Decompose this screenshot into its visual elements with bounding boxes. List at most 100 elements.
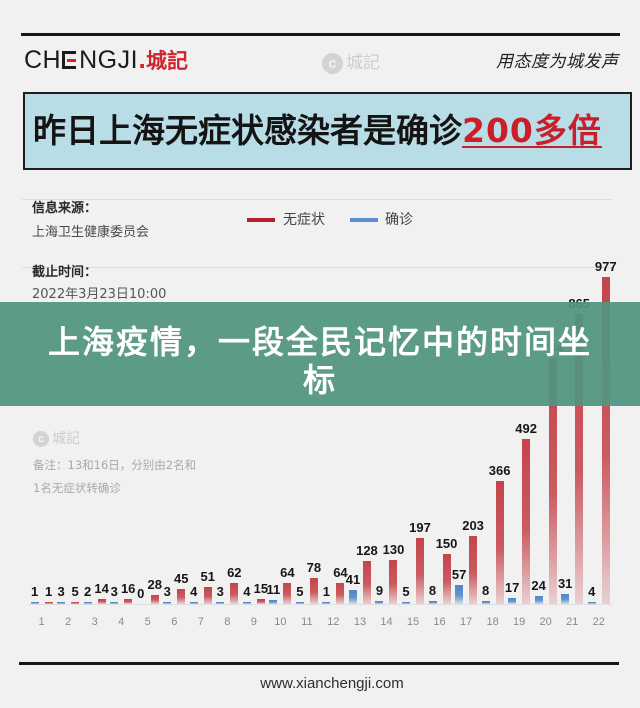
bar-asymptomatic (522, 439, 531, 604)
bar-asymptomatic (309, 577, 318, 604)
article-title: 上海疫情，一段全民记忆中的时间坐标 (47, 323, 592, 399)
x-tick-label: 16 (433, 616, 446, 628)
bar-value-label-asymptomatic: 28 (147, 576, 162, 592)
chart-watermark-c-icon: c (33, 431, 49, 447)
x-tick-label: 4 (118, 616, 125, 628)
bar-confirmed (110, 602, 119, 604)
x-tick-label: 6 (171, 616, 178, 628)
bar-confirmed (402, 602, 411, 604)
x-tick-label: 21 (566, 616, 579, 628)
header-watermark: c 城記 (322, 52, 380, 74)
cutoff-value: 2022年3月23日10:00 (32, 287, 167, 302)
bar-confirmed (322, 602, 331, 604)
bar-asymptomatic (495, 481, 504, 604)
x-tick-label: 17 (459, 616, 473, 628)
bar-value-label-asymptomatic: 130 (382, 542, 405, 558)
x-tick-label: 12 (327, 616, 340, 628)
bar-value-label-confirmed: 24 (531, 577, 546, 593)
logo-dot: . (138, 49, 147, 73)
bar-asymptomatic (71, 602, 80, 604)
bar-value-label-confirmed: 3 (57, 584, 65, 599)
bar-asymptomatic (575, 314, 584, 604)
bar-asymptomatic (150, 594, 159, 604)
bar-confirmed (83, 602, 92, 604)
x-tick-label: 20 (539, 616, 552, 628)
bar-confirmed (163, 602, 172, 604)
bar-value-label-asymptomatic: 366 (488, 463, 511, 479)
bar-asymptomatic (548, 358, 557, 604)
bar-value-label-confirmed: 31 (557, 575, 573, 591)
headline-text: 昨日上海无症状感染者是确诊 (33, 111, 462, 150)
bar-asymptomatic (230, 583, 239, 604)
bar-confirmed (455, 584, 464, 604)
headline-highlight: 200多倍 (462, 111, 602, 150)
x-tick-label: 5 (144, 616, 151, 628)
footer-url: www.xianchengji.com (260, 675, 404, 692)
x-tick-label: 8 (224, 616, 231, 628)
bar-confirmed (534, 595, 543, 604)
legend-label-asymptomatic: 无症状 (283, 212, 325, 228)
source-value: 上海卫生健康委员会 (32, 225, 150, 240)
bar-value-label-confirmed: 5 (296, 584, 304, 599)
watermark-c-icon: c (322, 52, 343, 74)
bar-asymptomatic (442, 553, 451, 604)
cutoff-label: 截止时间： (32, 265, 98, 280)
article-title-banner[interactable]: 上海疫情，一段全民记忆中的时间坐标 (0, 302, 640, 406)
bar-value-label-confirmed: 57 (451, 566, 467, 582)
bar-value-label-asymptomatic: 203 (462, 517, 484, 533)
bar-confirmed (375, 600, 384, 604)
logo-text-part1: CH (24, 46, 62, 74)
top-rule (21, 33, 620, 36)
bar-asymptomatic (177, 588, 186, 604)
bar-value-label-asymptomatic: 45 (174, 570, 189, 586)
x-tick-label: 7 (197, 616, 204, 628)
bar-value-label-confirmed: 2 (84, 584, 92, 599)
bar-value-label-confirmed: 8 (481, 583, 490, 599)
slogan: 用态度为城发声 (496, 52, 619, 72)
legend-swatch-confirmed (350, 218, 378, 222)
bar-value-label-confirmed: 3 (110, 584, 118, 599)
bar-value-label-asymptomatic: 5 (71, 584, 79, 599)
bar-confirmed (57, 602, 66, 604)
bar-value-label-asymptomatic: 128 (356, 543, 378, 559)
logo-text-part2: NGJI (79, 46, 139, 74)
bar-confirmed (189, 602, 198, 604)
chart-watermark: c 城記 (33, 430, 80, 448)
x-axis-baseline (28, 604, 612, 605)
bar-asymptomatic (97, 599, 106, 604)
legend-swatch-asymptomatic (247, 218, 275, 222)
bar-value-label-asymptomatic: 64 (333, 564, 348, 580)
bar-value-label-asymptomatic: 15 (253, 580, 269, 596)
x-tick-label: 22 (592, 616, 605, 628)
bar-value-label-confirmed: 4 (588, 584, 596, 599)
x-tick-label: 2 (65, 616, 72, 628)
bar-value-label-asymptomatic: 14 (94, 581, 109, 597)
bar-confirmed (508, 598, 517, 604)
bar-asymptomatic (336, 582, 345, 604)
headline-box: 昨日上海无症状感染者是确诊200多倍 (23, 92, 632, 170)
note-line-2: 1名无症状转确诊 (33, 481, 121, 495)
bar-value-label-confirmed: 1 (30, 584, 39, 599)
bar-confirmed (428, 601, 437, 604)
bar-value-label-asymptomatic: 51 (200, 568, 215, 584)
bar-confirmed (561, 593, 570, 604)
bottom-rule (19, 662, 619, 665)
legend-label-confirmed: 确诊 (385, 212, 413, 228)
bar-asymptomatic (469, 535, 478, 604)
bar-confirmed (587, 602, 596, 604)
bar-value-label-confirmed: 3 (216, 584, 224, 599)
x-tick-label: 19 (513, 616, 526, 628)
bar-asymptomatic (416, 538, 425, 604)
x-tick-label: 10 (274, 616, 287, 628)
bar-value-label-confirmed: 4 (190, 584, 198, 599)
bar-asymptomatic (256, 598, 265, 604)
x-tick-label: 1 (38, 616, 45, 628)
bar-confirmed (30, 602, 39, 604)
x-tick-label: 9 (250, 616, 257, 628)
x-tick-label: 14 (380, 616, 393, 628)
bar-confirmed (269, 600, 278, 604)
bar-value-label-asymptomatic: 1 (44, 584, 53, 599)
bar-value-label-confirmed: 3 (163, 584, 171, 599)
source-label: 信息来源： (32, 201, 98, 216)
